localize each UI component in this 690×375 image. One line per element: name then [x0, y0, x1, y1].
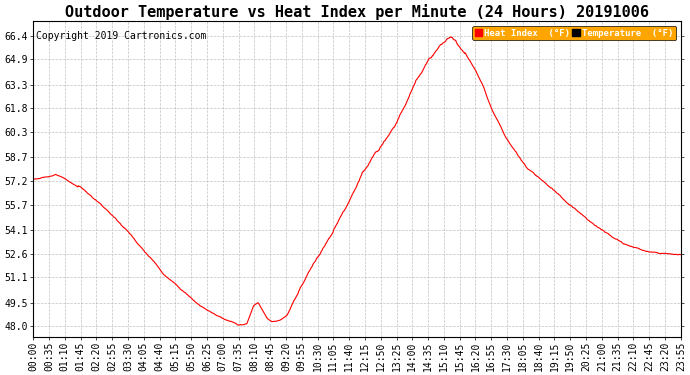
Legend: Heat Index  (°F), Temperature  (°F): Heat Index (°F), Temperature (°F): [472, 26, 676, 40]
Title: Outdoor Temperature vs Heat Index per Minute (24 Hours) 20191006: Outdoor Temperature vs Heat Index per Mi…: [65, 4, 649, 20]
Text: Copyright 2019 Cartronics.com: Copyright 2019 Cartronics.com: [37, 31, 207, 41]
